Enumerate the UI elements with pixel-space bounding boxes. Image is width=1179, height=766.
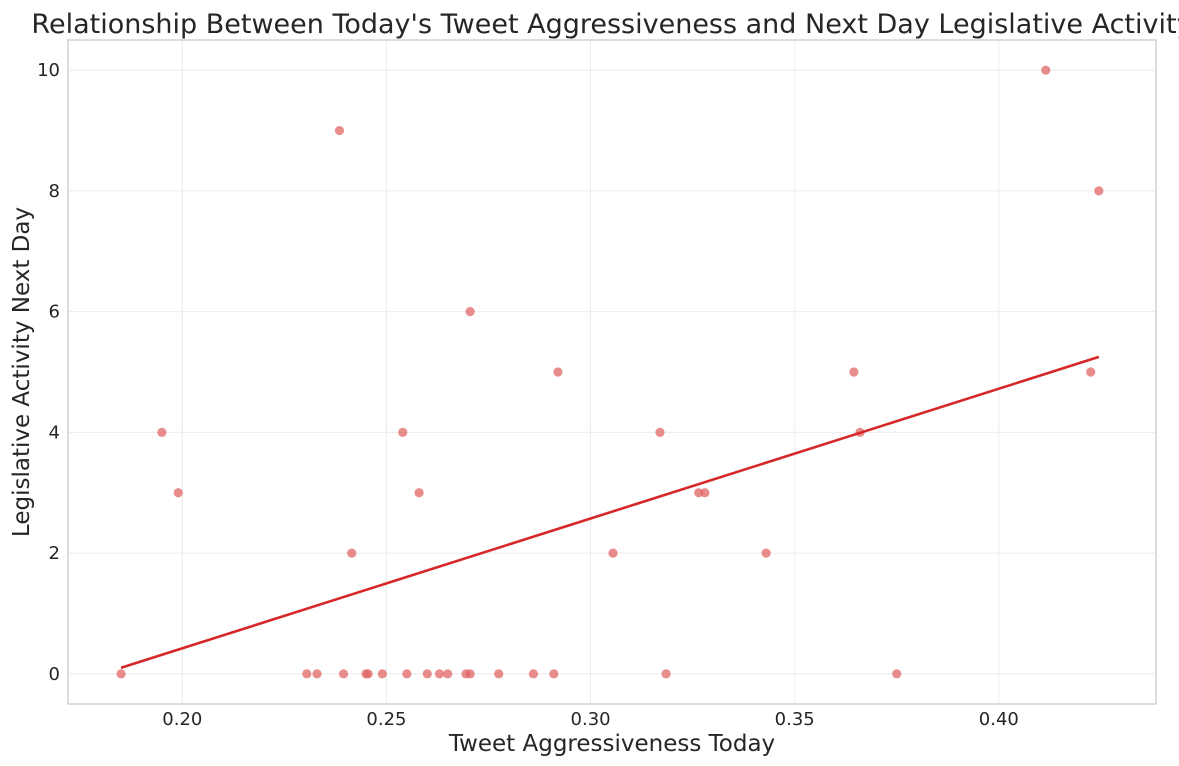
data-point: [434, 669, 445, 679]
y-axis-label: Legislative Activity Next Day: [9, 207, 35, 537]
data-point: [414, 488, 424, 498]
data-point: [608, 548, 618, 558]
points-layer: [116, 65, 1104, 679]
data-point: [1041, 65, 1051, 75]
y-tick-label: 4: [49, 422, 60, 443]
data-point: [443, 669, 453, 679]
data-point: [302, 669, 312, 679]
x-tick-label: 0.25: [366, 709, 406, 730]
data-point: [661, 669, 671, 679]
data-point: [494, 669, 504, 679]
trend-line: [120, 355, 1100, 670]
y-tick-labels: 0 2 4 6 8 10: [37, 60, 60, 685]
data-point: [465, 669, 475, 679]
data-point: [338, 669, 349, 679]
y-tick-label: 10: [37, 60, 60, 81]
x-tick-labels: 0.20 0.25 0.30 0.35 0.40: [162, 709, 1019, 730]
data-point: [528, 669, 539, 679]
data-point: [422, 669, 432, 679]
data-point: [377, 669, 387, 679]
data-point: [849, 367, 859, 377]
data-point: [116, 669, 126, 679]
data-point: [312, 669, 322, 679]
data-point: [398, 427, 408, 437]
data-point: [363, 669, 373, 679]
data-point: [549, 669, 559, 679]
x-tick-label: 0.35: [775, 709, 815, 730]
y-tick-label: 0: [49, 664, 60, 685]
data-point: [402, 669, 412, 679]
data-point: [347, 548, 357, 558]
x-tick-label: 0.30: [571, 709, 611, 730]
x-tick-label: 0.40: [979, 709, 1019, 730]
y-tick-label: 2: [49, 543, 60, 564]
y-tick-label: 8: [49, 181, 60, 202]
data-point: [1086, 367, 1096, 377]
x-tick-label: 0.20: [162, 709, 202, 730]
data-point: [700, 488, 710, 498]
plot-frame: [67, 39, 1157, 705]
chart-title: Relationship Between Today's Tweet Aggre…: [31, 9, 1179, 40]
data-point: [1094, 186, 1104, 196]
data-point: [173, 488, 183, 498]
trend-layer: [120, 355, 1100, 670]
data-point: [157, 427, 167, 437]
data-point: [892, 669, 902, 679]
data-point: [465, 307, 475, 317]
y-tick-label: 6: [49, 302, 60, 323]
data-point: [761, 548, 771, 558]
data-point: [553, 367, 563, 377]
data-point: [334, 125, 345, 136]
data-point: [655, 427, 665, 437]
x-axis-label: Tweet Aggressiveness Today: [448, 731, 775, 757]
grid-layer: [68, 40, 1156, 704]
